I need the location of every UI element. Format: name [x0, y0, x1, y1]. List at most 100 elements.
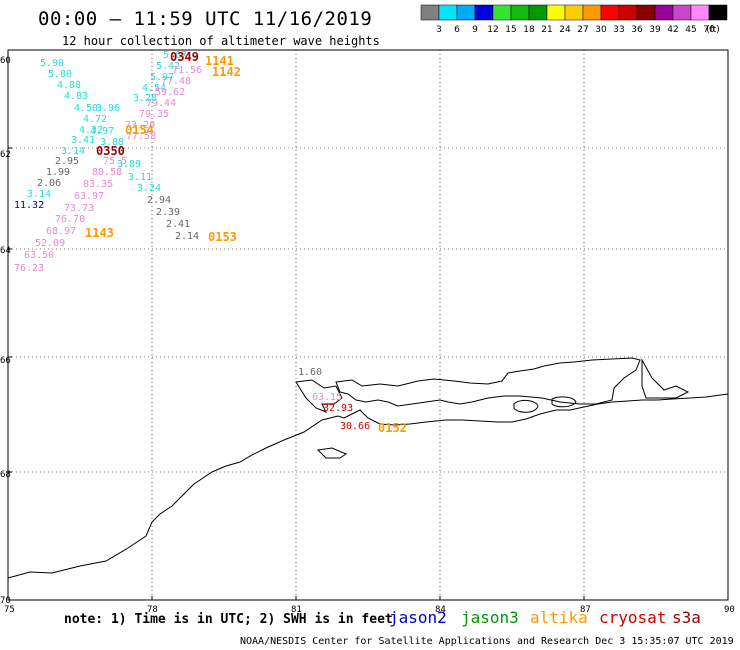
wave-height-value: 3.28 [133, 93, 158, 104]
y-axis-label: 68 [0, 470, 11, 480]
pass-time-label: 0152 [378, 421, 407, 435]
wave-height-value: 4.83 [64, 91, 89, 102]
wave-height-value: 4.72 [83, 114, 108, 125]
legend-label: 27 [577, 25, 588, 35]
footer-credit: NOAA/NESDIS Center for Satellite Applica… [240, 636, 734, 647]
wave-height-value: 11.32 [14, 200, 45, 211]
satellite-jason3: jason3 [461, 608, 519, 627]
wave-height-value: 76.70 [55, 214, 86, 225]
legend-label: 15 [505, 25, 516, 35]
wave-height-value: 4.88 [57, 80, 82, 91]
legend-label: 30 [595, 25, 607, 35]
wave-height-value: 4.54 [142, 83, 167, 94]
wave-height-value: 3.89 [117, 159, 142, 170]
legend-label: 42 [667, 25, 678, 35]
axis-ticks [8, 147, 585, 600]
wave-height-value: 1.60 [298, 367, 323, 378]
wave-height-value: 3.41 [71, 135, 96, 146]
wave-height-value: 4.50 [74, 103, 99, 114]
wave-height-value: 77.48 [161, 76, 192, 87]
wave-height-value: 2.39 [156, 207, 181, 218]
wave-height-value: 4.97 [90, 126, 115, 137]
x-axis-label: 75 [4, 605, 15, 615]
wave-height-value: 3.88 [100, 137, 125, 148]
pass-time-label: 1141 [205, 54, 234, 68]
pass-time-label: 0154 [125, 123, 154, 137]
pass-time-label: 1143 [85, 226, 114, 240]
wave-height-value: 68.97 [46, 226, 77, 237]
wave-height-value: 5.67 [163, 50, 188, 61]
chart-title: 00:00 – 11:59 UTC 11/16/2019 [38, 8, 373, 30]
legend-label: 33 [613, 25, 624, 35]
satellite-cryosat: cryosat [599, 608, 667, 627]
wave-height-value: 32.93 [323, 403, 354, 414]
map-frame [7, 49, 729, 601]
wave-height-value: 59.62 [155, 87, 186, 98]
wave-height-value: 63.50 [24, 250, 55, 261]
wave-height-value: 2.41 [166, 219, 191, 230]
wave-height-value: 30.66 [340, 421, 371, 432]
legend-label: 3 [436, 25, 442, 35]
wave-height-value: 5.90 [40, 58, 65, 69]
x-axis-label: 81 [291, 605, 302, 615]
wave-height-value: 75.5 [103, 156, 128, 167]
legend-label: 6 [454, 25, 460, 35]
legend-label: 12 [487, 25, 498, 35]
legend-label: 21 [541, 25, 552, 35]
wave-height-value: 76.23 [14, 263, 45, 274]
legend-label: (ft) [706, 25, 720, 35]
pass-time-label: 0349 [170, 50, 199, 64]
pass-time-label: 0153 [208, 230, 237, 244]
wave-height-value: 63.15 [312, 392, 343, 403]
y-axis-label: 66 [0, 356, 11, 366]
wave-height-value: 79.35 [139, 109, 170, 120]
wave-height-color-legend: 3 6 9 12 15 18 21 24 27 30 33 36 39 42 45 70(ft) [420, 4, 728, 35]
chart-subtitle: 12 hour collection of altimeter wave hei… [62, 34, 380, 48]
wave-height-value: 73.73 [64, 203, 95, 214]
wave-height-value: 71.56 [172, 65, 203, 76]
x-axis-label: 78 [147, 605, 158, 615]
pass-time-label: 1142 [212, 65, 241, 79]
wave-height-value: 5.80 [48, 69, 73, 80]
satellite-jason2: jason2 [389, 608, 447, 627]
wave-height-value: 52.09 [35, 238, 66, 249]
y-axis-label: 64 [0, 246, 11, 256]
satellite-s3a: s3a [672, 608, 701, 627]
legend-label: 9 [472, 25, 478, 35]
wave-height-value: 83.35 [83, 179, 114, 190]
wave-height-value: 5.97 [150, 72, 175, 83]
wave-height-value: 77.58 [126, 131, 157, 142]
wave-height-value: 80.58 [92, 167, 123, 178]
wave-height-value: 79.44 [146, 98, 177, 109]
legend-swatch [708, 4, 728, 21]
wave-height-value: 1.99 [46, 167, 71, 178]
wave-height-value: 2.06 [37, 178, 62, 189]
legend-label: 45 [685, 25, 696, 35]
y-axis-label: 62 [0, 150, 11, 160]
y-axis-label: 70 [0, 596, 11, 606]
legend-label: 39 [649, 25, 661, 35]
footer-note: note: 1) Time is in UTC; 2) SWH is in fe… [64, 612, 393, 627]
wave-height-value: 3.14 [27, 189, 52, 200]
legend-label: 36 [631, 25, 643, 35]
wave-height-value: 2.94 [147, 195, 172, 206]
wave-height-value: 3.96 [96, 103, 121, 114]
satellite-altika: altika [530, 608, 588, 627]
wave-height-value: 2.14 [175, 231, 200, 242]
wave-height-value: 4.32 [79, 125, 104, 136]
x-axis-label: 84 [435, 605, 446, 615]
wave-height-value: 5.42 [156, 61, 181, 72]
map-gridlines [8, 50, 728, 600]
coastline [7, 357, 729, 579]
pass-time-label: 0350 [96, 144, 125, 158]
x-axis-label: 90 [724, 605, 735, 615]
y-axis-label: 60 [0, 56, 11, 66]
legend-label: 18 [523, 25, 535, 35]
legend-label: 24 [559, 25, 571, 35]
wave-height-value: 3.11 [128, 172, 153, 183]
legend-label: 70 [703, 25, 715, 35]
wave-height-value: 3.14 [61, 146, 86, 157]
x-axis-label: 87 [580, 605, 591, 615]
wave-height-value: 3.24 [137, 183, 162, 194]
